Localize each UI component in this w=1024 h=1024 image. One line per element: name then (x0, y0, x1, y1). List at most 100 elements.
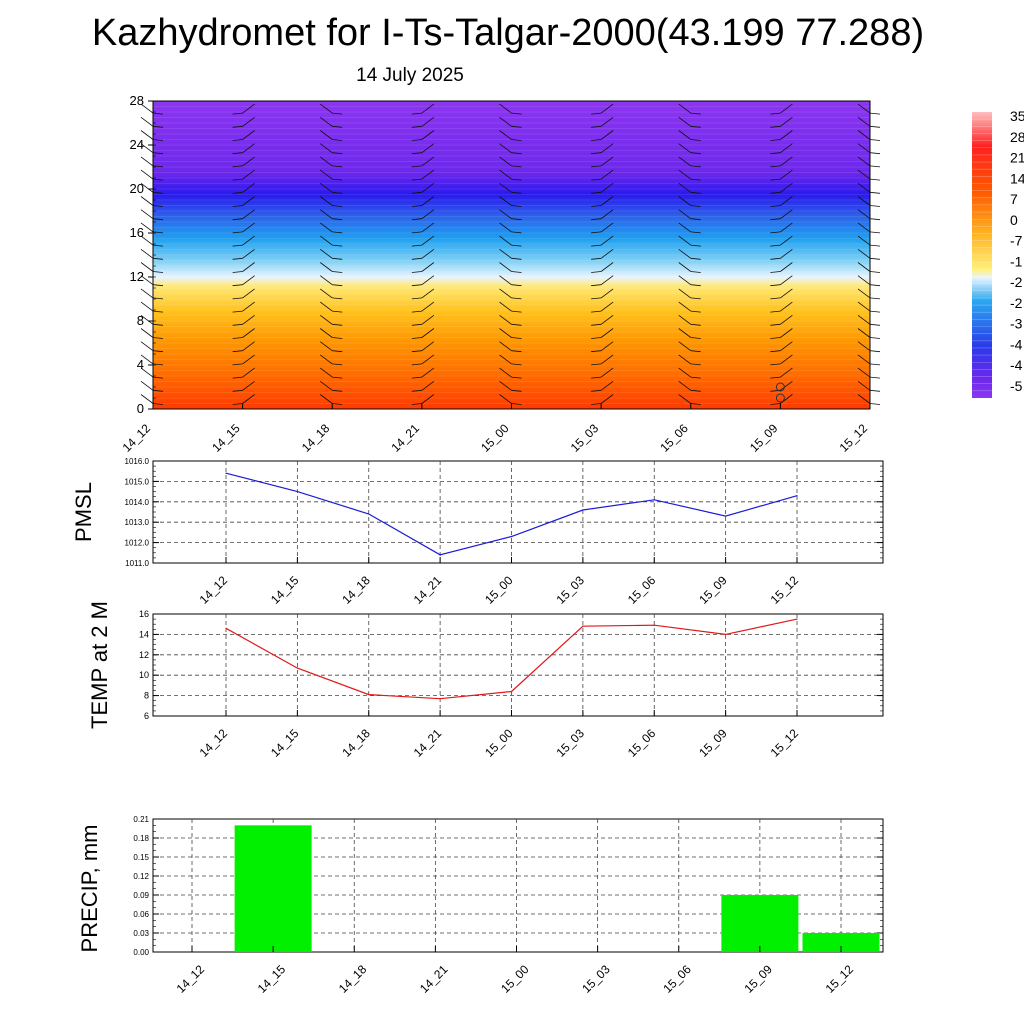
wind-barb (140, 275, 154, 286)
wind-barb (600, 275, 614, 286)
wind-barb (780, 209, 793, 220)
wind-barb (591, 191, 602, 194)
x-tick-label: 15_00 (498, 962, 532, 996)
wind-barb (232, 112, 243, 115)
wind-barb (770, 403, 781, 405)
wind-barb (242, 288, 255, 299)
x-tick-label: 14_15 (268, 573, 302, 607)
wind-barb (499, 367, 512, 378)
wind-barb (421, 301, 435, 312)
wind-barb (600, 209, 614, 220)
wind-barb (690, 284, 701, 287)
wind-barb (869, 310, 881, 313)
wind-barb (232, 257, 243, 260)
precip-bar (234, 825, 312, 952)
wind-barb (499, 275, 512, 286)
wind-barb (499, 209, 512, 220)
wind-barb (411, 284, 422, 287)
wind-barb (869, 363, 881, 366)
wind-barb (678, 288, 691, 299)
data-point (368, 513, 370, 515)
wind-barb (499, 235, 512, 246)
y-tick-label: 0.06 (133, 910, 149, 919)
wind-barb (421, 394, 435, 404)
wind-barb (140, 130, 154, 140)
x-tick-label: 14_18 (299, 421, 333, 455)
wind-barb (320, 341, 333, 352)
wind-barb (411, 191, 422, 194)
wind-barb (511, 271, 522, 273)
wind-barb (600, 103, 614, 114)
wind-barb (869, 125, 881, 128)
y-tick-label: 0.09 (133, 891, 149, 900)
wind-barb (332, 205, 343, 207)
wind-barb (140, 341, 154, 352)
wind-barb (780, 367, 793, 378)
wind-barb (421, 235, 435, 246)
wind-barb (678, 248, 691, 259)
wind-barb (511, 218, 522, 221)
x-tick-label: 15_09 (747, 421, 781, 455)
wind-barb (511, 363, 522, 366)
wind-barb (780, 116, 793, 127)
wind-barb (499, 222, 512, 233)
wind-barb (411, 165, 422, 168)
y-tick-label: 8 (137, 313, 144, 328)
wind-barb (511, 284, 522, 287)
wind-barb (232, 205, 243, 207)
wind-barb (869, 284, 881, 287)
wind-barb (411, 363, 422, 366)
wind-barb (499, 380, 512, 391)
wind-barb (869, 323, 881, 326)
wind-barb (411, 403, 422, 405)
chart-title: Kazhydromet for I-Ts-Talgar-2000(43.199 … (91, 12, 925, 54)
wind-barb (690, 376, 701, 379)
wind-barb (140, 367, 154, 378)
y-tick-label: 12 (130, 269, 144, 284)
wind-barb (320, 182, 333, 193)
wind-barb (242, 130, 255, 140)
y-tick-label: 28 (130, 93, 144, 108)
wind-barb (320, 288, 333, 299)
wind-barb (770, 363, 781, 366)
wind-barb (332, 191, 343, 194)
wind-barb (511, 403, 522, 405)
wind-barb (332, 244, 343, 247)
data-point (725, 515, 727, 517)
wind-barb (869, 112, 881, 115)
wind-barb (320, 354, 333, 365)
wind-barb (780, 262, 793, 272)
wind-barb (232, 191, 243, 194)
x-tick-label: 15_00 (482, 573, 516, 607)
wind-barb (857, 301, 871, 312)
wind-barb (678, 156, 691, 167)
wind-barb (152, 363, 164, 366)
wind-barb (600, 394, 614, 404)
x-tick-label: 15_12 (768, 726, 802, 760)
wind-barb (332, 310, 343, 313)
y-tick-label: 20 (130, 181, 144, 196)
wind-barb (678, 235, 691, 246)
wind-barb (242, 314, 255, 325)
wind-barb (591, 403, 602, 405)
wind-barb (780, 196, 793, 206)
wind-barb (232, 125, 243, 128)
wind-barb (242, 394, 255, 404)
wind-barb (780, 130, 793, 140)
wind-barb (332, 337, 343, 339)
wind-barb (140, 301, 154, 312)
x-tick-label: 15_12 (823, 962, 857, 996)
wind-barb (242, 354, 255, 365)
colorbar-label: 35 (1010, 108, 1024, 124)
wind-barb (242, 209, 255, 220)
wind-barb (857, 182, 871, 193)
wind-barb (499, 328, 512, 338)
colorbar-bar (972, 112, 992, 398)
wind-barb (591, 350, 602, 353)
x-tick-label: 15_00 (478, 421, 512, 455)
wind-barb (857, 248, 871, 259)
colorbar-label: 28 (1010, 129, 1024, 145)
data-point (653, 624, 655, 626)
wind-barb (780, 314, 793, 325)
